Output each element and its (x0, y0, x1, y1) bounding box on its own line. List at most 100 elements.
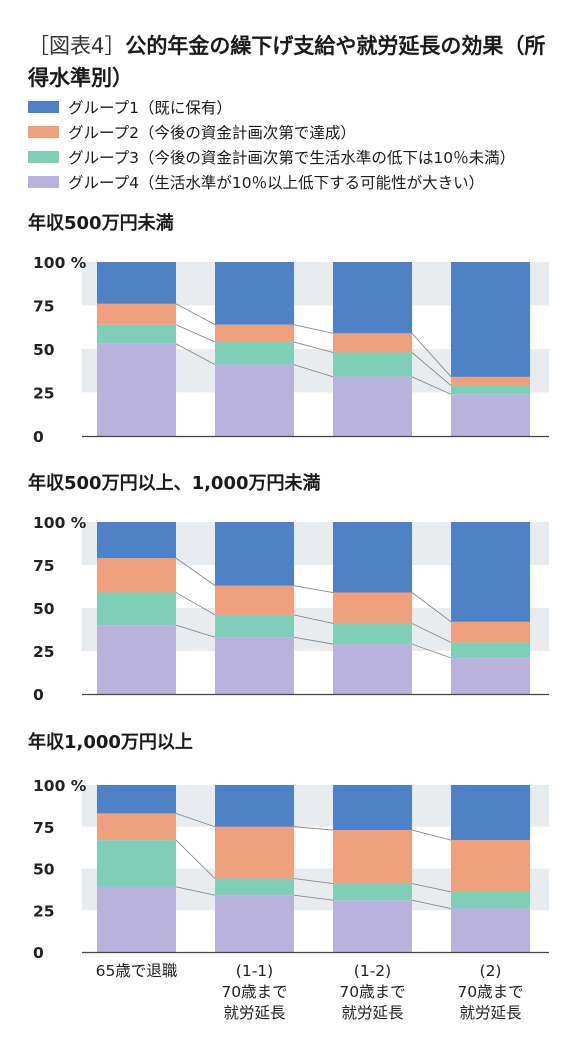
legend-swatch-group2 (28, 125, 59, 138)
connector-line (411, 899, 452, 910)
connector-line (175, 624, 216, 638)
bar-segment (215, 614, 294, 638)
connector-line (411, 829, 452, 841)
connector-line (175, 557, 216, 587)
legend-item-group2: グループ2（今後の資金計画次第で達成） (28, 119, 515, 144)
bar-segment (97, 303, 176, 325)
bar-segment (333, 623, 412, 645)
legend-label-group2: グループ2（今後の資金計画次第で達成） (68, 123, 356, 142)
x-tick-label-line: (1-2) (354, 962, 391, 980)
connector-line (411, 592, 452, 623)
bar-segment (333, 785, 412, 831)
bar-segment (215, 895, 294, 952)
bar-segment (215, 364, 294, 436)
connector-line (175, 303, 216, 326)
bar-segment (215, 262, 294, 325)
bar-segment (215, 826, 294, 879)
y-tick-label: 0 (33, 686, 44, 704)
figure-title: 公的年金の繰下げ支給や就労延長の効果（所得水準別） (28, 34, 546, 90)
bar-segment (97, 262, 176, 304)
connector-line (175, 592, 216, 616)
bar-segment (215, 785, 294, 827)
x-tick-label-line: 就労延長 (223, 1004, 286, 1022)
bar-segment (451, 621, 530, 643)
connector-line (175, 886, 216, 896)
bar-segment (451, 262, 530, 377)
y-tick-label: 50 (33, 341, 55, 359)
bar-segment (215, 585, 294, 615)
connector-line (175, 839, 216, 879)
bar-segment (215, 878, 294, 896)
figure-header: ［図表4］公的年金の繰下げ支給や就労延長の効果（所得水準別） (28, 30, 558, 94)
bar-segment (97, 625, 176, 694)
legend-item-group4: グループ4（生活水準が10％以上低下する可能性が大きい） (28, 169, 515, 194)
connector-line (293, 364, 334, 378)
bar-segment (451, 908, 530, 952)
connector-line (411, 883, 452, 893)
bar-segment (333, 262, 412, 334)
figure-tag: ［図表4］ (28, 34, 126, 58)
chart-1-title: 年収500万円未満 (28, 212, 174, 234)
bar-segment (451, 840, 530, 892)
connector-line (411, 352, 452, 386)
bar-segment (97, 324, 176, 344)
chart-3: 年収1,000万円以上 0 25 50 75 100 % 65歳で退職 (1-1) 70歳まで就… (28, 731, 549, 1022)
connector-line (293, 636, 334, 645)
chart-2: 年収500万円以上、1,000万円未満 0 25 50 75 100 % (28, 472, 549, 704)
bar-segment (97, 813, 176, 841)
x-tick-label-line: (1-1) (236, 962, 273, 980)
connector-line (293, 878, 334, 884)
bar-segment (333, 522, 412, 593)
bar-segment (451, 657, 530, 694)
y-tick-label: 75 (33, 557, 55, 575)
bar-segment (333, 883, 412, 901)
bar-segment (97, 886, 176, 952)
bar-segment (97, 840, 176, 887)
y-tick-label: 100 % (33, 777, 87, 795)
y-tick-label: 0 (33, 944, 44, 962)
bar-segment (333, 352, 412, 377)
y-tick-label: 25 (33, 643, 55, 661)
connector-line (293, 894, 334, 901)
connector-line (293, 585, 334, 593)
connector-line (411, 623, 452, 643)
connector-line (411, 333, 452, 378)
x-tick-label: (2) 70歳まで就労延長 (457, 962, 523, 1022)
chart-1: 年収500万円未満 0 25 50 75 100 % (28, 212, 549, 446)
x-tick-label-line: 就労延長 (341, 1004, 404, 1022)
connector-line (411, 376, 452, 395)
legend-item-group3: グループ3（今後の資金計画次第で生活水準の低下は10％未満） (28, 144, 515, 169)
bar-segment (97, 343, 176, 436)
connector-line (175, 812, 216, 828)
bar-segment (451, 385, 530, 395)
x-tick-label: 65歳で退職 (96, 962, 178, 980)
legend-label-group4: グループ4（生活水準が10％以上低下する可能性が大きい） (68, 173, 485, 192)
legend-swatch-group4 (28, 175, 59, 188)
x-tick-label: (1-2) 70歳まで就労延長 (339, 962, 405, 1022)
bar-segment (333, 830, 412, 884)
connector-line (293, 324, 334, 334)
bar-segment (333, 644, 412, 694)
y-tick-label: 50 (33, 861, 55, 879)
x-tick-label-line: 70歳まで (339, 983, 405, 1001)
chart-3-title: 年収1,000万円以上 (28, 731, 193, 753)
bar-segment (451, 394, 530, 436)
connector-line (293, 614, 334, 624)
x-tick-label-line: 就労延長 (459, 1004, 522, 1022)
x-tick-label: (1-1) 70歳まで就労延長 (221, 962, 287, 1022)
y-tick-label: 25 (33, 385, 55, 403)
y-tick-label: 75 (33, 819, 55, 837)
x-tick-label-line: 65歳で退職 (96, 962, 178, 980)
legend-swatch-group3 (28, 150, 59, 163)
y-tick-label: 100 % (33, 254, 87, 272)
bar-segment (215, 637, 294, 694)
y-tick-label: 0 (33, 428, 44, 446)
legend-swatch-group1 (28, 100, 59, 113)
legend-label-group1: グループ1（既に保有） (68, 98, 232, 117)
legend-item-group1: グループ1（既に保有） (28, 94, 515, 119)
bar-segment (451, 376, 530, 386)
y-tick-label: 25 (33, 902, 55, 920)
bar-segment (451, 642, 530, 658)
y-tick-label: 100 % (33, 514, 87, 532)
